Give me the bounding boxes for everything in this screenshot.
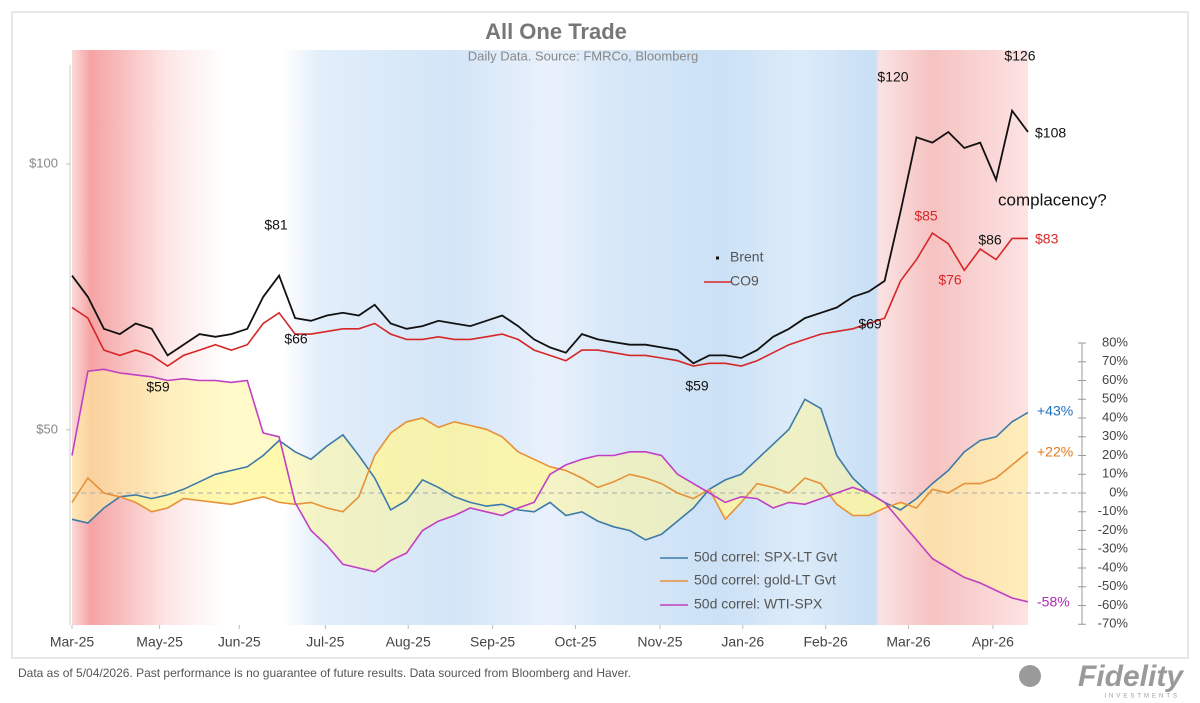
logo: Fidelity [1078, 660, 1184, 693]
y2-tick-label: -10% [1098, 503, 1129, 518]
series-line [71, 231, 1028, 367]
y-tick-label: $100 [29, 155, 58, 170]
y2-tick-label: 80% [1102, 334, 1128, 349]
y2-tick-label: -20% [1098, 522, 1129, 537]
y2-tick-label: 60% [1102, 372, 1128, 387]
y2-tick-label: 0% [1109, 484, 1128, 499]
annotation: $86 [978, 232, 1002, 248]
series-line [71, 108, 1029, 365]
legend-label: 50d correl: gold-LT Gvt [694, 572, 836, 588]
annotation: $120 [877, 69, 908, 85]
y2-tick-label: -30% [1098, 541, 1129, 556]
annotation: $59 [685, 378, 709, 394]
annotation: $108 [1035, 125, 1066, 141]
series-line [71, 368, 1029, 603]
annotation: complacency? [998, 190, 1107, 209]
legend-label: 50d correl: WTI-SPX [694, 596, 823, 612]
y2-tick-label: 50% [1102, 391, 1128, 406]
annotation: +43% [1037, 403, 1073, 419]
logo-tagline: INVESTMENTS [1104, 694, 1180, 700]
legend-label: Brent [730, 249, 764, 265]
annotation: $81 [264, 217, 288, 233]
logo-mark [1019, 665, 1041, 687]
regime-shading [72, 50, 1028, 625]
x-tick-label: Sep-25 [470, 634, 515, 650]
series-line [71, 417, 1029, 521]
x-tick-label: Apr-26 [972, 634, 1014, 650]
y-tick-label: $50 [36, 421, 58, 436]
x-tick-label: Jul-25 [306, 634, 344, 650]
y2-tick-label: 30% [1102, 428, 1128, 443]
x-tick-label: Jan-26 [721, 634, 764, 650]
legend-label: 50d correl: SPX-LT Gvt [694, 549, 838, 565]
annotation: -58% [1037, 594, 1070, 610]
y2-tick-label: -70% [1098, 616, 1129, 631]
annotation: $66 [284, 331, 308, 347]
x-tick-label: Oct-25 [554, 634, 596, 650]
annotation: $69 [858, 316, 882, 332]
x-tick-label: Feb-26 [803, 634, 848, 650]
annotation: +22% [1037, 444, 1073, 460]
y2-tick-label: 20% [1102, 447, 1128, 462]
annotation: $85 [914, 208, 938, 224]
x-tick-label: Aug-25 [386, 634, 431, 650]
y2-tick-label: -60% [1098, 597, 1129, 612]
legend-swatch [716, 256, 719, 260]
x-tick-label: May-25 [136, 634, 183, 650]
x-tick-label: Jun-25 [218, 634, 261, 650]
y2-tick-label: 40% [1102, 409, 1128, 424]
annotation: $126 [1004, 48, 1035, 64]
legend-label: CO9 [730, 273, 759, 289]
y2-tick-label: 70% [1102, 353, 1128, 368]
correlation-shading [72, 399, 1028, 540]
x-tick-label: Mar-25 [50, 634, 95, 650]
y2-tick-label: -40% [1098, 559, 1129, 574]
y2-tick-label: 10% [1102, 466, 1128, 481]
chart-title: All One Trade [485, 19, 627, 44]
y2-tick-label: -50% [1098, 578, 1129, 593]
chart-subtitle: Daily Data. Source: FMRCo, Bloomberg [468, 48, 698, 63]
annotation: $83 [1035, 231, 1059, 247]
x-tick-label: Nov-25 [637, 634, 682, 650]
annotation: $59 [146, 379, 170, 395]
annotation: $76 [938, 272, 962, 288]
footer: Data as of 5/04/2026. Past performance i… [18, 666, 631, 680]
x-tick-label: Mar-26 [886, 634, 931, 650]
